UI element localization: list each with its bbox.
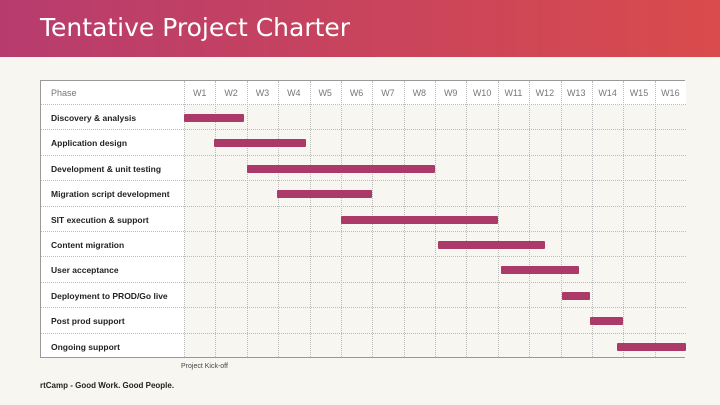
task-label: Migration script development: [51, 189, 170, 200]
week-header: W9: [443, 88, 458, 98]
week-gridline: [623, 81, 625, 357]
task-row: User acceptance: [41, 257, 686, 283]
task-row: Development & unit testing: [41, 156, 686, 182]
week-gridline: [246, 81, 248, 357]
week-header: W10: [472, 88, 492, 98]
week-gridline: [184, 81, 185, 357]
week-header: W15: [629, 88, 649, 98]
kickoff-label: Project Kick-off: [181, 363, 228, 370]
task-label: SIT execution & support: [51, 214, 149, 225]
task-row: Ongoing support: [41, 334, 686, 359]
week-header: W13: [566, 88, 586, 98]
task-label: Application design: [51, 138, 128, 149]
week-header: W5: [318, 88, 332, 98]
week-header: W3: [255, 88, 270, 98]
task-bar: [246, 164, 435, 173]
task-label: Discovery & analysis: [51, 113, 137, 123]
week-gridline: [278, 81, 280, 357]
week-header: W11: [504, 88, 523, 98]
task-row: Post prod support: [41, 308, 686, 334]
phase-column: [41, 81, 184, 357]
task-bar: [438, 241, 545, 249]
week-header: W2: [224, 88, 238, 98]
task-row: Content migration: [41, 232, 686, 258]
week-gridline: [215, 81, 217, 357]
gantt-table: Phase W1 W2 W3 W4 W5 W6 W7 W8 W9 W10 W11 W12 W13 W14 W…: [40, 80, 686, 359]
task-row: SIT execution & support: [41, 207, 686, 232]
task-label: Post prod support: [51, 316, 125, 327]
header-row: Phase W1 W2 W3 W4 W5 W6 W7 W8 W9 W10 W11 W12 W13 W14 W…: [41, 81, 686, 105]
task-bar: [562, 291, 591, 300]
task-label: Development & unit testing: [51, 163, 162, 174]
task-row: Discovery & analysis: [41, 105, 686, 131]
week-header: W8: [412, 88, 427, 98]
week-gridline: [309, 81, 311, 357]
task-bar: [340, 215, 498, 224]
week-gridline: [591, 81, 593, 357]
footer-text: rtCamp - Good Work. Good People.: [40, 381, 175, 390]
week-gridline: [497, 81, 499, 357]
task-label: Ongoing support: [51, 341, 120, 352]
task-label: Content migration: [51, 240, 125, 250]
header-banner: Tentative Project Charter: [0, 0, 720, 57]
task-bar: [276, 190, 373, 199]
task-row: Application design: [41, 130, 686, 156]
task-label: Deployment to PROD/Go live: [51, 290, 168, 301]
week-header: W1: [192, 88, 207, 98]
task-bar: [213, 139, 307, 148]
task-bar: [616, 342, 686, 351]
task-row: Migration script development: [41, 181, 686, 207]
task-bar: [590, 317, 624, 326]
task-label: User acceptance: [51, 265, 119, 276]
task-bar: [500, 266, 580, 275]
week-header: W6: [349, 88, 364, 98]
week-header: W14: [598, 88, 617, 98]
week-header: W4: [287, 88, 301, 98]
week-header: W12: [535, 88, 555, 98]
week-gridline: [529, 81, 531, 357]
page-title: Tentative Project Charter: [40, 13, 351, 42]
week-gridline: [560, 81, 562, 357]
week-header: W7: [381, 88, 395, 98]
task-row: Deployment to PROD/Go live: [41, 283, 686, 309]
week-gridline: [654, 81, 656, 357]
phase-header: Phase: [51, 88, 77, 98]
task-bar: [184, 114, 244, 122]
week-header: W16: [661, 88, 680, 98]
